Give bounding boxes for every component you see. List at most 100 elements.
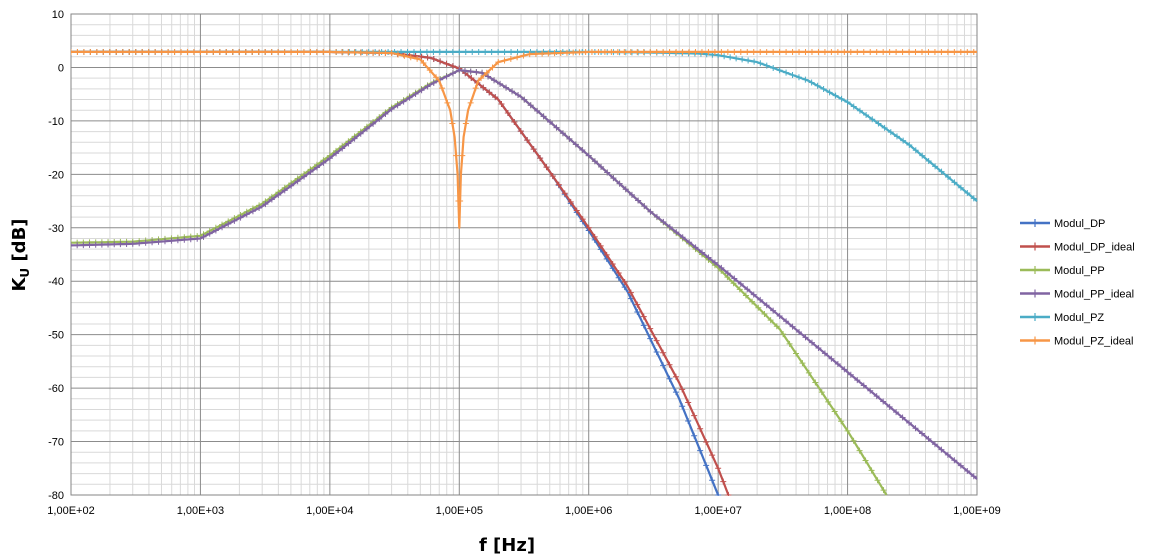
series-marker: [673, 229, 680, 236]
series-marker: [320, 159, 327, 166]
series-marker: [255, 48, 262, 55]
series-marker: [417, 48, 424, 55]
series-marker: [912, 48, 919, 55]
series-marker: [86, 241, 93, 248]
series-marker: [647, 335, 654, 342]
legend-label: Modul_PZ: [1054, 312, 1104, 324]
series-marker: [129, 240, 136, 247]
series-marker: [814, 82, 821, 89]
series-marker: [155, 238, 162, 245]
series-marker: [867, 48, 874, 55]
series-marker: [653, 48, 660, 55]
series-marker: [608, 48, 615, 55]
series-marker: [815, 345, 822, 352]
series-marker: [485, 73, 492, 80]
series-marker: [71, 48, 74, 55]
series-marker: [111, 241, 118, 248]
series-marker: [634, 48, 641, 55]
series-marker: [223, 48, 230, 55]
series-marker: [537, 155, 544, 162]
series-marker: [551, 50, 558, 57]
series-marker: [168, 237, 175, 244]
series-marker: [527, 102, 534, 109]
series-marker: [805, 369, 812, 376]
series-marker: [243, 211, 250, 218]
series-marker: [563, 49, 570, 56]
series-marker: [789, 71, 796, 78]
series-marker: [970, 195, 977, 202]
series-marker: [821, 48, 828, 55]
series-marker: [313, 164, 320, 171]
series-marker: [326, 48, 333, 55]
legend-item: Modul_PZ: [1020, 312, 1104, 324]
series-marker: [906, 141, 913, 148]
series-marker: [847, 371, 854, 378]
series-marker: [653, 349, 660, 356]
series-marker: [555, 181, 562, 188]
series-marker: [212, 227, 219, 234]
series-marker: [951, 48, 958, 55]
series-marker: [709, 452, 716, 459]
series-marker: [242, 48, 249, 55]
series-marker: [733, 55, 740, 62]
series-marker: [957, 184, 964, 191]
legend-marker: [1031, 313, 1039, 321]
y-tick-label: 0: [58, 62, 64, 74]
series-marker: [880, 487, 887, 494]
y-axis-title-rest: [dB]: [9, 218, 30, 267]
series-marker: [376, 49, 383, 56]
series-marker: [501, 48, 508, 55]
series-marker: [640, 313, 647, 320]
series-marker: [691, 432, 698, 439]
series-marker: [449, 48, 456, 55]
series-marker: [831, 408, 838, 415]
series-marker: [404, 48, 411, 55]
series-marker: [294, 178, 301, 185]
series-marker: [514, 48, 521, 55]
series-marker: [249, 48, 256, 55]
series-marker: [420, 59, 427, 66]
series-marker: [808, 79, 815, 86]
series-marker: [219, 224, 226, 231]
series-marker: [453, 152, 460, 159]
series-marker: [370, 120, 377, 127]
series-marker: [407, 54, 414, 61]
series-marker: [521, 48, 527, 55]
series-marker: [906, 48, 913, 55]
series-marker: [783, 318, 790, 325]
series-marker: [543, 164, 550, 171]
series-marker: [438, 85, 445, 92]
series-marker: [467, 68, 474, 75]
series-marker: [834, 48, 841, 55]
series-marker: [868, 467, 875, 474]
series-marker: [507, 55, 514, 62]
series-marker: [886, 48, 893, 55]
series-marker: [126, 48, 133, 55]
series-marker: [692, 48, 699, 55]
series-marker: [900, 137, 907, 144]
series-marker: [763, 302, 770, 309]
series-marker: [566, 135, 573, 142]
series-marker: [307, 169, 314, 176]
series-marker: [462, 48, 469, 55]
x-axis-title: f [Hz]: [479, 535, 535, 556]
series-marker: [860, 382, 867, 389]
series-marker: [931, 441, 938, 448]
series-marker: [951, 179, 958, 186]
series-marker: [720, 478, 727, 485]
series-marker: [426, 67, 433, 74]
series-marker: [828, 355, 835, 362]
series-marker: [98, 241, 105, 248]
series-marker: [394, 51, 401, 58]
series-marker: [363, 49, 370, 56]
series-marker: [382, 49, 389, 56]
series-marker: [210, 48, 217, 55]
x-tick-label: 1,00E+02: [47, 505, 94, 517]
series-marker: [610, 175, 617, 182]
series-marker: [585, 224, 592, 231]
series-marker: [776, 67, 783, 74]
series-marker: [964, 48, 971, 55]
legend-marker: [1031, 289, 1039, 298]
